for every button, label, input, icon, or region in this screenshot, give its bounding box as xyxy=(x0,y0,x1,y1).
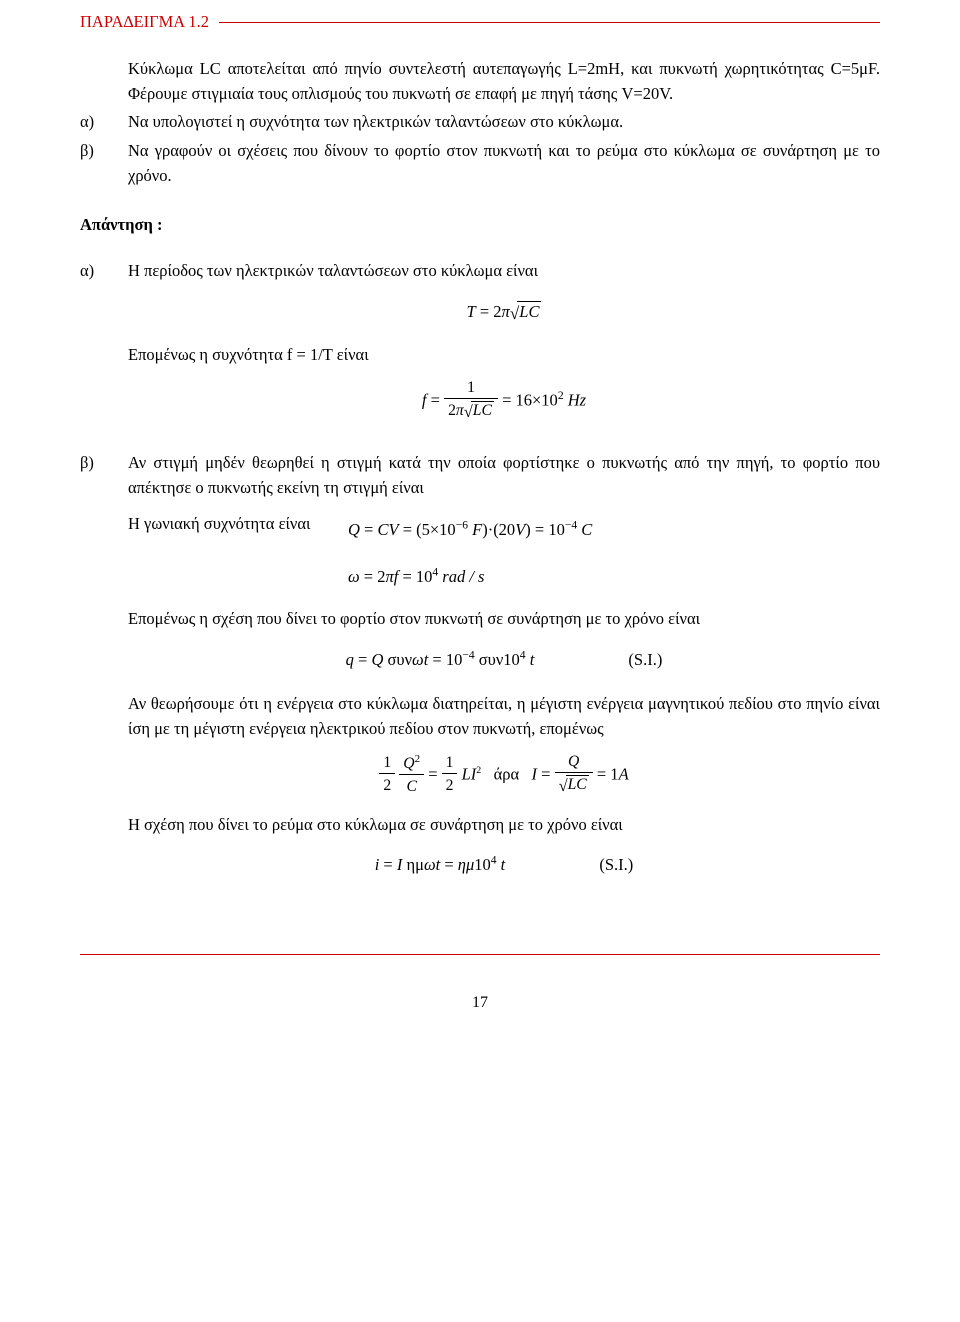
si-unit-2: (S.I.) xyxy=(599,847,633,883)
question-a-row: α) Να υπολογιστεί η συχνότητα των ηλεκτρ… xyxy=(80,110,880,135)
current-relation-text: Η σχέση που δίνει το ρεύμα στο κύκλωμα σ… xyxy=(128,813,880,838)
answer-a-intro: Η περίοδος των ηλεκτρικών ταλαντώσεων στ… xyxy=(128,259,880,284)
formula-period: T = 2π√LC xyxy=(128,294,880,333)
answer-b-body: Αν στιγμή μηδέν θεωρηθεί η στιγμή κατά τ… xyxy=(128,451,880,894)
answer-a-label: α) xyxy=(80,259,128,435)
answer-a-between: Επομένως η συχνότητα f = 1/T είναι xyxy=(128,343,880,368)
question-a-label: α) xyxy=(80,110,128,135)
example-header: ΠΑΡΑ∆ΕΙΓΜΑ 1.2 xyxy=(80,10,880,35)
question-b-row: β) Να γραφούν οι σχέσεις που δίνουν το φ… xyxy=(80,139,880,189)
problem-intro: Κύκλωμα LC αποτελείται από πηνίο συντελε… xyxy=(80,57,880,107)
formula-i-t: i = I ημωt = ημ104 t (S.I.) xyxy=(128,847,880,883)
question-b-label: β) xyxy=(80,139,128,189)
energy-text: Αν θεωρήσουμε ότι η ενέργεια στο κύκλωμα… xyxy=(128,692,880,742)
header-rule xyxy=(219,22,880,24)
formula-energy: 12 Q2C = 12 LI2 άρα I = Q√LC = 1A xyxy=(128,752,880,799)
formula-frequency: f = 12π√LC = 16×102 Hz xyxy=(128,378,880,425)
formula-charge: Q = CV = (5×10−6 F)·(20V) = 10−4 C xyxy=(348,512,880,548)
formula-omega: ω = 2πf = 104 rad / s xyxy=(348,559,880,595)
question-b-text: Να γραφούν οι σχέσεις που δίνουν το φορτ… xyxy=(128,139,880,189)
footer-rule xyxy=(80,954,880,956)
page-number: 17 xyxy=(80,991,880,1015)
answer-a-section: α) Η περίοδος των ηλεκτρικών ταλαντώσεων… xyxy=(80,259,880,435)
charge-angular-formulas: Q = CV = (5×10−6 F)·(20V) = 10−4 C ω = 2… xyxy=(348,512,880,595)
charge-angular-block: Η γωνιακή συχνότητα είναι Q = CV = (5×10… xyxy=(128,512,880,595)
angular-label: Η γωνιακή συχνότητα είναι xyxy=(128,512,348,537)
ara-text: άρα xyxy=(494,764,520,783)
example-title: ΠΑΡΑ∆ΕΙΓΜΑ 1.2 xyxy=(80,10,219,35)
question-a-text: Να υπολογιστεί η συχνότητα των ηλεκτρικώ… xyxy=(128,110,880,135)
answer-b-section: β) Αν στιγμή μηδέν θεωρηθεί η στιγμή κατ… xyxy=(80,451,880,894)
answer-b-label: β) xyxy=(80,451,128,894)
formula-q-t: q = Q συνωt = 10−4 συν104 t (S.I.) xyxy=(128,642,880,678)
si-unit-1: (S.I.) xyxy=(628,642,662,678)
answer-heading: Απάντηση : xyxy=(80,213,880,238)
answer-a-body: Η περίοδος των ηλεκτρικών ταλαντώσεων στ… xyxy=(128,259,880,435)
answer-b-intro: Αν στιγμή μηδέν θεωρηθεί η στιγμή κατά τ… xyxy=(128,451,880,501)
charge-relation-text: Επομένως η σχέση που δίνει το φορτίο στο… xyxy=(128,607,880,632)
